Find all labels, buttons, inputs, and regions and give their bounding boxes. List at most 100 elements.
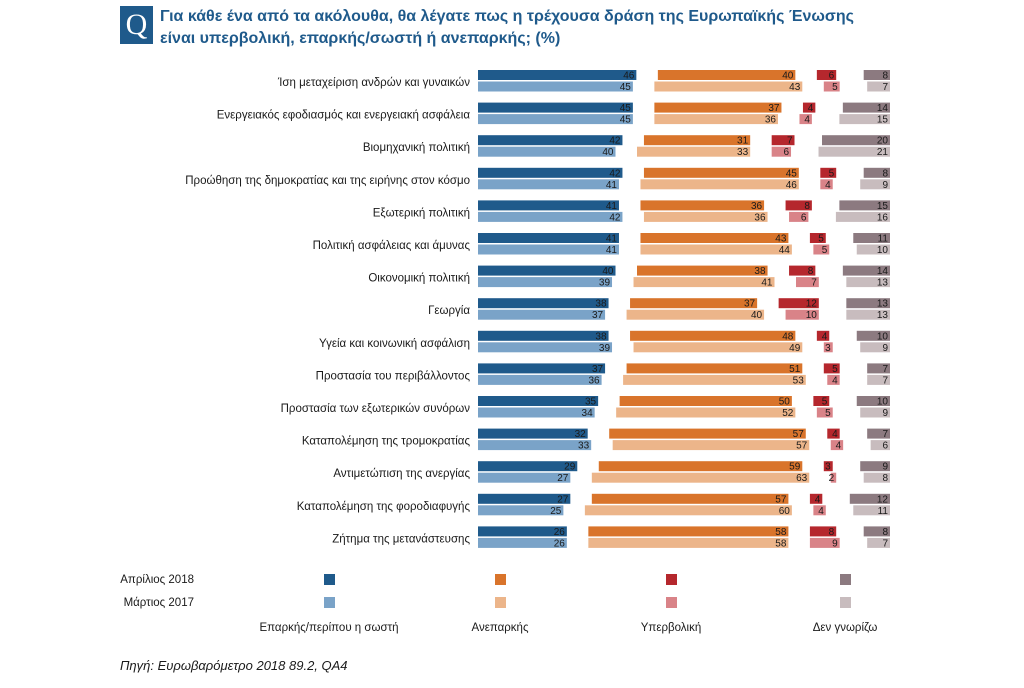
bar-apr2018-g1 [588, 526, 789, 537]
bar-mar2017-g0 [478, 374, 602, 385]
bar-mar2017-g0 [478, 342, 613, 353]
bar-mar2017-g3 [863, 472, 890, 483]
bar-apr2018-g3 [853, 233, 890, 243]
data-label: 37 [768, 103, 780, 114]
data-label: 12 [877, 494, 889, 505]
data-label: 5 [829, 168, 835, 179]
source-note: Πηγή: Ευρωβαρόμετρο 2018 89.2, QA4 [120, 658, 348, 673]
data-label: 40 [751, 310, 763, 321]
bar-apr2018-g1 [643, 167, 799, 178]
bar-apr2018-g0 [478, 526, 567, 537]
data-label: 4 [832, 429, 838, 440]
data-label: 4 [808, 103, 814, 114]
data-label: 21 [877, 147, 889, 158]
bar-mar2017-g1 [591, 472, 810, 483]
bar-mar2017-g1 [584, 505, 792, 516]
data-label: 44 [779, 245, 791, 256]
data-label: 4 [804, 115, 810, 126]
bar-mar2017-g3 [818, 146, 890, 157]
data-label: 20 [877, 136, 889, 147]
legend-group-label: Δεν γνωρίζω [813, 622, 878, 634]
category-label: Ίση μεταχείριση ανδρών και γυναικών [277, 77, 470, 89]
data-label: 27 [557, 494, 569, 505]
legend-group-label: Ανεπαρκής [472, 622, 529, 634]
data-label: 59 [789, 462, 801, 473]
data-label: 39 [599, 278, 611, 289]
category-label: Πολιτική ασφάλειας και άμυνας [313, 240, 471, 252]
data-label: 9 [882, 462, 888, 473]
bar-apr2018-g0 [478, 298, 609, 309]
data-label: 8 [829, 527, 835, 538]
data-label: 12 [806, 299, 818, 310]
bar-apr2018-g0 [478, 363, 606, 374]
data-label: 6 [882, 441, 888, 452]
bar-mar2017-g3 [860, 179, 890, 190]
data-label: 37 [592, 364, 604, 375]
bar-mar2017-g1 [654, 81, 803, 92]
bar-mar2017-g1 [588, 537, 789, 548]
data-label: 42 [609, 136, 621, 147]
data-label: 58 [775, 527, 787, 538]
data-label: 35 [585, 397, 597, 408]
category-label: Προστασία του περιβάλλοντος [316, 370, 471, 382]
data-label: 42 [609, 212, 621, 223]
data-label: 5 [822, 245, 828, 256]
data-label: 43 [789, 82, 801, 93]
bar-mar2017-g0 [478, 81, 633, 92]
legend-swatch [495, 574, 506, 585]
data-label: 57 [775, 494, 787, 505]
data-label: 31 [737, 136, 749, 147]
data-label: 7 [882, 375, 888, 386]
data-label: 34 [582, 408, 594, 419]
bar-apr2018-g3 [856, 330, 890, 341]
legend-swatch [666, 597, 677, 608]
data-label: 7 [882, 364, 888, 375]
bar-mar2017-g0 [478, 179, 619, 190]
data-label: 45 [620, 82, 632, 93]
data-label: 11 [878, 506, 889, 517]
bar-mar2017-g2 [789, 211, 809, 222]
data-label: 37 [592, 310, 604, 321]
bar-apr2018-g0 [478, 70, 637, 80]
legend-swatch [324, 597, 335, 608]
data-label: 48 [782, 331, 794, 342]
bar-apr2018-g2 [809, 493, 823, 504]
bar-mar2017-g1 [633, 277, 775, 288]
bar-apr2018-g1 [619, 396, 792, 406]
bar-apr2018-g2 [813, 396, 830, 406]
category-label: Εξωτερική πολιτική [373, 207, 470, 219]
category-label: Γεωργία [428, 305, 470, 317]
bar-mar2017-g3 [867, 374, 890, 385]
data-label: 32 [575, 429, 587, 440]
data-label: 7 [882, 429, 888, 440]
bar-mar2017-g3 [839, 114, 890, 125]
data-label: 4 [825, 180, 831, 191]
stacked-bar-chart: Ίση μεταχείριση ανδρών και γυναικών 4 6 40 6… [120, 70, 890, 634]
bar-mar2017-g0 [478, 146, 616, 157]
data-label: 63 [796, 473, 808, 484]
data-label: 38 [754, 266, 766, 277]
data-label: 36 [588, 375, 600, 386]
bar-apr2018-g1 [626, 363, 803, 374]
data-label: 5 [832, 364, 838, 375]
bar-mar2017-g2 [823, 81, 840, 92]
bar-mar2017-g1 [616, 407, 796, 418]
bar-mar2017-g1 [637, 146, 751, 157]
bar-mar2017-g3 [853, 505, 890, 516]
bar-mar2017-g1 [623, 374, 806, 385]
bar-apr2018-g0 [478, 167, 623, 178]
bar-apr2018-g2 [802, 102, 816, 113]
data-label: 7 [787, 136, 793, 147]
data-label: 49 [789, 343, 801, 354]
bar-apr2018-g1 [654, 102, 782, 113]
bar-mar2017-g2 [785, 309, 819, 320]
bar-apr2018-g1 [637, 265, 768, 276]
bar-mar2017-g1 [612, 440, 810, 451]
bar-apr2018-g0 [478, 330, 609, 341]
data-label: 6 [829, 71, 835, 82]
bar-mar2017-g2 [820, 179, 833, 190]
bar-mar2017-g2 [823, 342, 833, 353]
data-label: 53 [793, 375, 805, 386]
bar-apr2018-g3 [842, 102, 890, 113]
bar-mar2017-g0 [478, 440, 592, 451]
